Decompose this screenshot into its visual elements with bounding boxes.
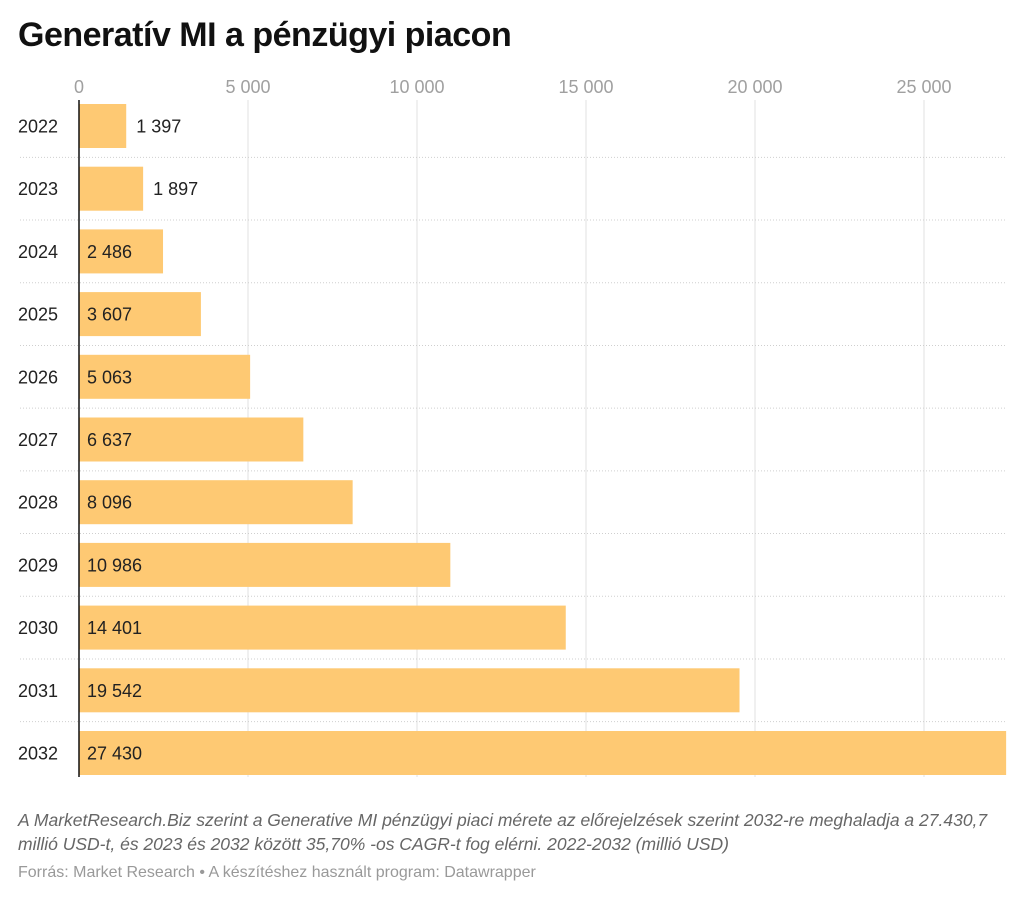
data-label: 1 897 (153, 179, 198, 199)
chart-title: Generatív MI a pénzügyi piacon (18, 16, 512, 54)
data-label: 6 637 (87, 430, 132, 450)
data-label: 19 542 (87, 681, 142, 701)
data-label: 3 607 (87, 305, 132, 325)
x-tick-label: 0 (74, 77, 84, 97)
data-label: 1 397 (136, 117, 181, 137)
data-label: 5 063 (87, 367, 132, 387)
category-label: 2024 (18, 242, 58, 262)
x-tick-label: 25 000 (896, 77, 951, 97)
bar (79, 354, 251, 399)
x-tick-label: 15 000 (558, 77, 613, 97)
category-label: 2032 (18, 744, 58, 764)
category-label: 2027 (18, 430, 58, 450)
chart-source: Forrás: Market Research • A készítéshez … (18, 864, 536, 881)
data-label: 2 486 (87, 242, 132, 262)
category-label: 2031 (18, 681, 58, 701)
bar (79, 166, 144, 211)
category-label: 2022 (18, 117, 58, 137)
bar (79, 605, 566, 650)
bar (79, 480, 353, 525)
data-label: 14 401 (87, 618, 142, 638)
bar (79, 731, 1007, 775)
x-tick-label: 5 000 (225, 77, 270, 97)
data-label: 10 986 (87, 555, 142, 575)
data-label: 8 096 (87, 493, 132, 513)
chart-description: A MarketResearch.Biz szerint a Generativ… (18, 810, 988, 854)
bar (79, 417, 304, 462)
category-label: 2025 (18, 305, 58, 325)
category-label: 2026 (18, 367, 58, 387)
bar (79, 668, 740, 713)
bar-chart: 0 5 000 10 000 15 000 20 000 25 000 2022 1 397 2… (18, 77, 1007, 777)
bar (79, 542, 451, 587)
bar (79, 292, 201, 337)
category-label: 2029 (18, 555, 58, 575)
category-label: 2023 (18, 179, 58, 199)
x-tick-label: 10 000 (389, 77, 444, 97)
category-label: 2030 (18, 618, 58, 638)
category-label: 2028 (18, 493, 58, 513)
data-label: 27 430 (87, 744, 142, 764)
x-tick-label: 20 000 (727, 77, 782, 97)
bar (79, 104, 127, 148)
bar (79, 229, 164, 274)
